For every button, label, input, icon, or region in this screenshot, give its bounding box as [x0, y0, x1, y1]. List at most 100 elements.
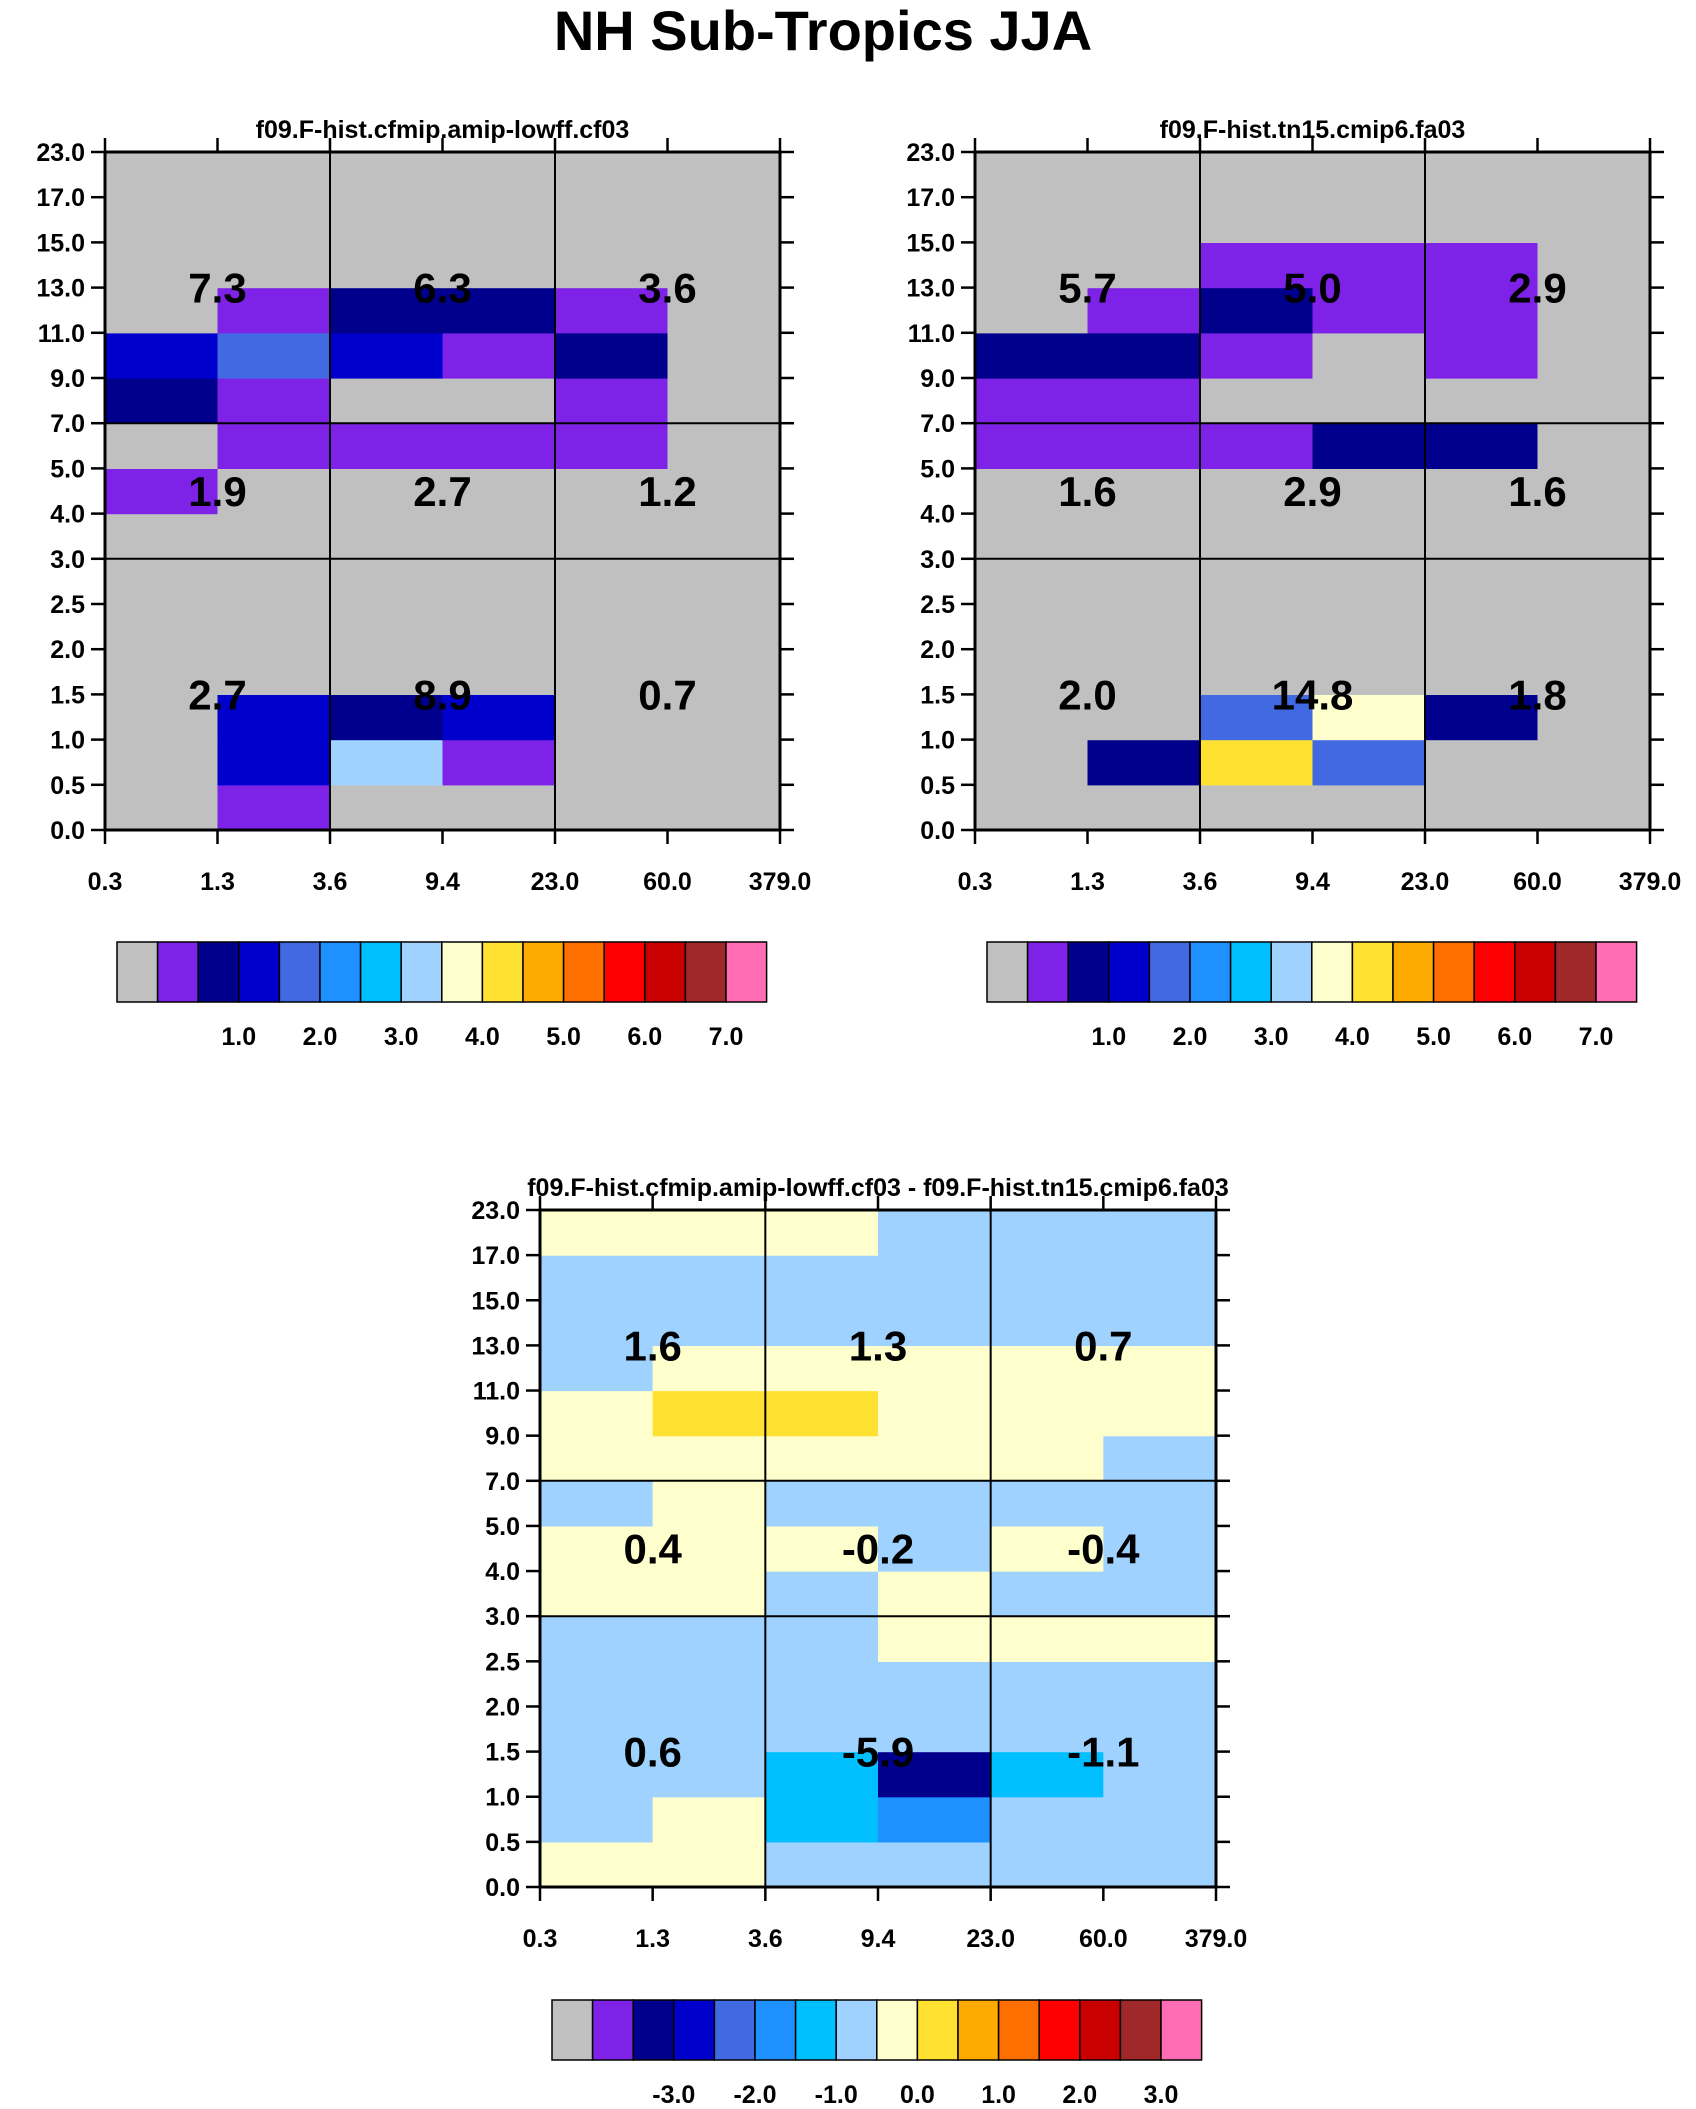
- cell: [765, 1751, 879, 1798]
- cell: [765, 1571, 879, 1617]
- cell: [330, 694, 444, 741]
- cell: [555, 513, 669, 560]
- cell: [442, 152, 556, 198]
- cell: [217, 242, 331, 289]
- colorbar-swatch: [197, 941, 240, 1003]
- cell: [1200, 739, 1314, 786]
- x-tick-label: 379.0: [1185, 1925, 1248, 1953]
- colorbar-swatch: [835, 1999, 878, 2061]
- cell: [540, 1480, 654, 1527]
- cell: [975, 287, 1089, 334]
- cell: [765, 1706, 879, 1753]
- colorbar-label: 5.0: [1416, 1023, 1451, 1051]
- cell: [667, 152, 781, 198]
- cell: [1312, 604, 1426, 650]
- cell: [442, 739, 556, 786]
- colorbar-swatch: [1432, 941, 1475, 1003]
- cell: [442, 423, 556, 469]
- cell: [878, 1525, 992, 1572]
- cell: [540, 1435, 654, 1482]
- y-tick-label: 4.0: [485, 1558, 520, 1586]
- cell: [1103, 1571, 1217, 1617]
- cell: [990, 1390, 1104, 1437]
- colorbar-swatch: [319, 941, 362, 1003]
- x-tick-label: 60.0: [1079, 1925, 1128, 1953]
- cell: [1200, 694, 1314, 741]
- cell: [540, 1706, 654, 1753]
- group-value: 3.6: [638, 265, 696, 312]
- cell: [1425, 197, 1539, 243]
- cell: [540, 1796, 654, 1843]
- cell: [330, 152, 444, 198]
- cell: [217, 604, 331, 650]
- colorbar-swatch: [684, 941, 727, 1003]
- cell: [217, 694, 331, 741]
- cell: [1312, 513, 1426, 560]
- cell: [1312, 197, 1426, 243]
- cell: [1087, 558, 1201, 605]
- cell: [217, 197, 331, 243]
- y-tick-label: 1.5: [50, 681, 85, 709]
- cell: [217, 468, 331, 515]
- cell: [1200, 242, 1314, 289]
- group-value: 2.7: [413, 468, 471, 515]
- y-tick-label: 2.5: [50, 591, 85, 619]
- cell: [765, 1525, 879, 1572]
- cell: [1537, 739, 1651, 786]
- cell: [217, 152, 331, 198]
- cell: [990, 1255, 1104, 1301]
- cell: [105, 649, 219, 695]
- colorbar-swatch: [1119, 1999, 1162, 2061]
- cell: [878, 1480, 992, 1527]
- cell: [442, 604, 556, 650]
- y-tick-label: 1.5: [920, 681, 955, 709]
- cell: [1087, 378, 1201, 424]
- group-value: 1.3: [849, 1322, 907, 1369]
- y-tick-label: 3.0: [50, 546, 85, 574]
- colorbar-swatch: [551, 1999, 594, 2061]
- cell: [652, 1571, 766, 1617]
- colorbar-label: 0.0: [900, 2081, 935, 2109]
- figure-title: NH Sub-Tropics JJA: [554, 0, 1092, 62]
- y-tick-label: 11.0: [473, 1378, 520, 1406]
- cell: [540, 1661, 654, 1708]
- cell: [330, 378, 444, 424]
- cell: [1537, 468, 1651, 515]
- cell: [878, 1210, 992, 1256]
- x-tick-label: 1.3: [200, 868, 235, 896]
- y-tick-label: 1.0: [50, 727, 85, 755]
- cell: [765, 1796, 879, 1843]
- cell: [555, 287, 669, 334]
- cell: [765, 1661, 879, 1708]
- colorbar-swatch: [876, 1999, 919, 2061]
- cell: [1200, 287, 1314, 334]
- y-tick-label: 7.0: [485, 1468, 520, 1496]
- cell: [1200, 649, 1314, 695]
- cell: [975, 739, 1089, 786]
- cell: [667, 649, 781, 695]
- cell: [555, 558, 669, 605]
- cell: [105, 558, 219, 605]
- cell: [975, 197, 1089, 243]
- cell: [1087, 468, 1201, 515]
- y-tick-label: 5.0: [485, 1513, 520, 1541]
- y-tick-label: 13.0: [36, 275, 85, 303]
- cell: [1103, 1841, 1217, 1888]
- cell: [652, 1841, 766, 1888]
- y-tick-label: 13.0: [906, 275, 955, 303]
- cell: [442, 287, 556, 334]
- x-tick-label: 3.6: [313, 868, 348, 896]
- cell: [1087, 604, 1201, 650]
- colorbar-label: 2.0: [303, 1023, 338, 1051]
- cell: [1103, 1525, 1217, 1572]
- cell: [1200, 332, 1314, 379]
- y-tick-label: 17.0: [471, 1242, 520, 1270]
- y-tick-label: 9.0: [50, 365, 85, 393]
- cell: [667, 604, 781, 650]
- cell: [555, 784, 669, 831]
- cell: [667, 197, 781, 243]
- group-value: 1.6: [623, 1322, 681, 1369]
